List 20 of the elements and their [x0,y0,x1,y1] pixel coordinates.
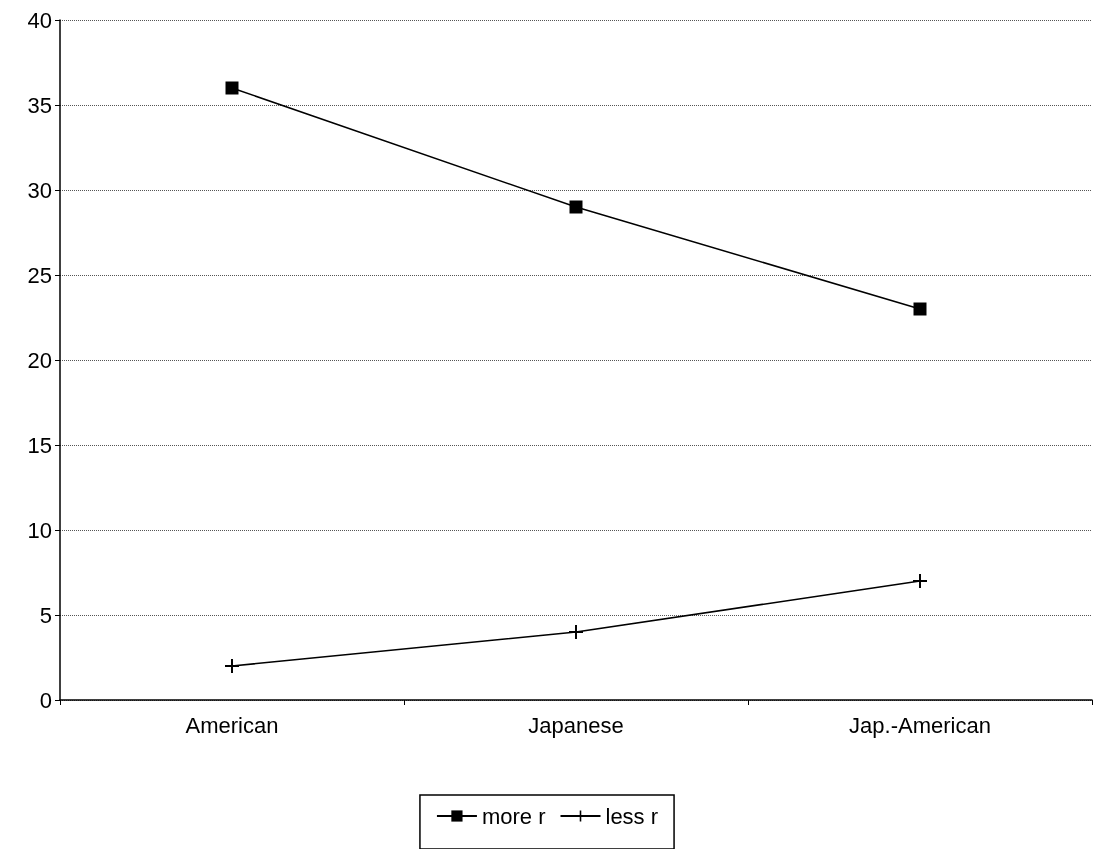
x-tick-label: Japanese [528,712,624,738]
point [913,302,927,316]
legend-label: less r [605,803,659,829]
point [913,574,927,588]
y-tick-label: 10 [27,517,52,543]
y-tick-label: 5 [39,602,52,628]
y-tick-label: 0 [39,687,52,713]
legend-label: more r [481,803,546,829]
point [569,625,583,639]
y-tick-label: 35 [27,92,52,118]
y-tick-label: 25 [27,262,52,288]
y-tick-label: 15 [27,432,52,458]
x-tick-label: Jap.-American [849,712,991,738]
point [569,200,583,214]
y-tick-label: 30 [27,177,52,203]
y-tick-label: 40 [27,7,52,33]
x-tick-label: American [185,712,279,738]
y-tick-label: 20 [27,347,52,373]
point [225,659,239,673]
point [225,81,239,95]
